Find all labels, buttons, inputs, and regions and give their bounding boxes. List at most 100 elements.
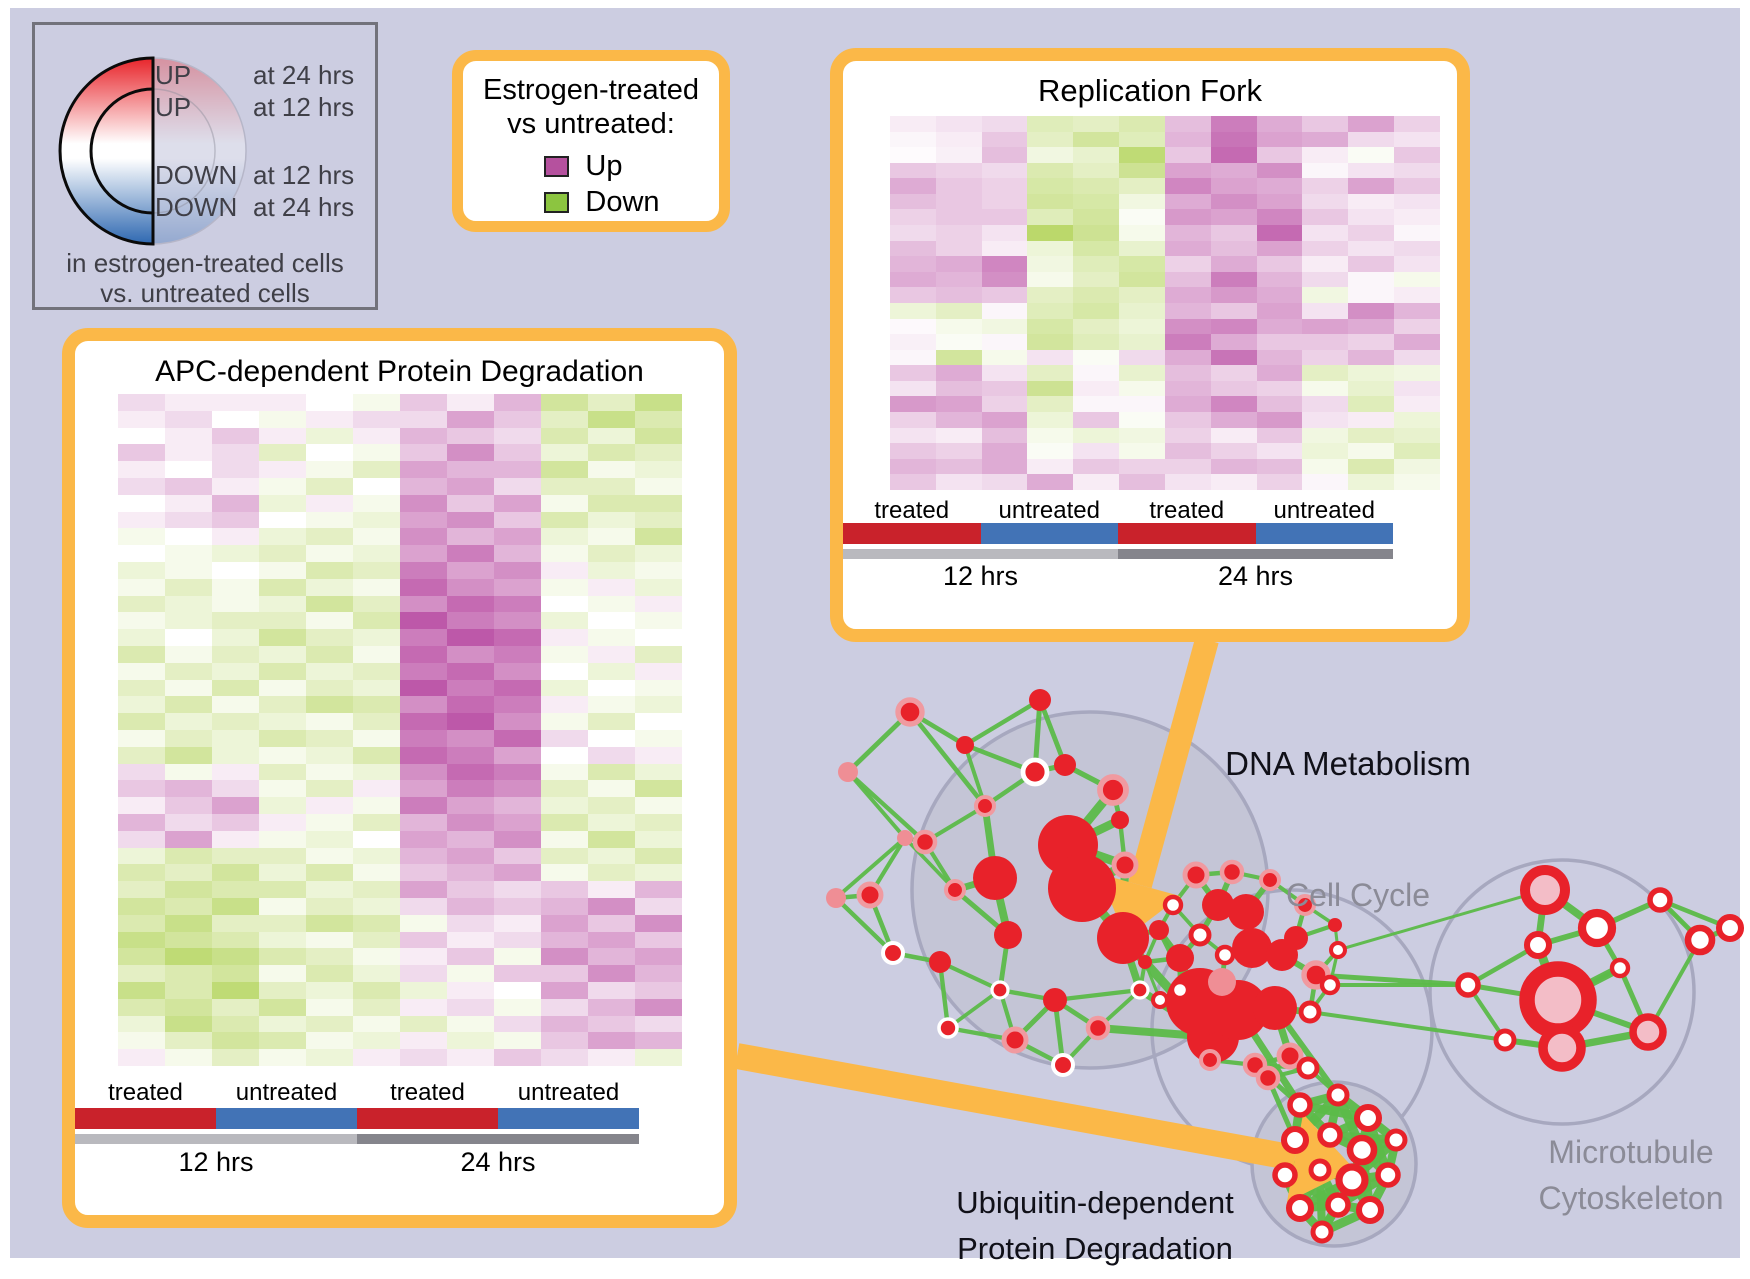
heatmap-cell (1348, 365, 1395, 381)
heatmap-cell (306, 914, 353, 932)
heatmap-cell (400, 797, 447, 814)
heatmap-cell (635, 729, 682, 747)
heatmap-cell (1394, 365, 1440, 381)
heatmap-cell (1027, 349, 1074, 366)
group-labels-row: treated untreated treated untreated (843, 497, 1393, 525)
heatmap-cell (353, 1049, 400, 1066)
heatmap-cell (981, 302, 1028, 319)
heatmap-cell (635, 746, 682, 764)
heatmap-cell (259, 427, 306, 445)
heatmap-cell (353, 830, 400, 848)
heatmap-cell (981, 443, 1028, 459)
heatmap-cell (1073, 240, 1120, 257)
heatmap-cell (1119, 271, 1165, 288)
heatmap-cell (1394, 412, 1440, 428)
heatmap-cell (353, 612, 400, 630)
legend-direction-label: UP (155, 60, 192, 90)
heatmap-cell (165, 561, 212, 579)
heatmap-cell (212, 595, 259, 613)
heatmap-cell (494, 864, 541, 882)
heatmap-cell (1164, 443, 1211, 459)
heatmap-cell (1164, 116, 1211, 132)
heatmap-cell (400, 981, 447, 999)
heatmap-cell (400, 427, 447, 445)
heatmap-cell (1164, 240, 1211, 257)
heatmap-cell (1027, 116, 1074, 132)
heatmap-cell (1256, 116, 1303, 132)
heatmap-cell (1302, 147, 1349, 163)
heatmap-cell (353, 965, 400, 982)
heatmap-cell (353, 561, 400, 579)
heatmap-cell (1027, 302, 1074, 319)
heatmap-cell (1164, 380, 1211, 397)
heatmap-cell (447, 981, 494, 999)
legend-footer-line2: vs. untreated cells (100, 278, 310, 308)
heatmap-cell (259, 914, 306, 932)
heatmap-cell (400, 662, 447, 680)
heatmap-cell (447, 578, 494, 596)
heatmap-cell (1027, 240, 1074, 257)
heatmap-cell (118, 545, 165, 562)
heatmap-cell (494, 494, 541, 512)
heatmap-cell (541, 511, 588, 529)
heatmap-cell (588, 662, 635, 680)
heatmap-cell (259, 830, 306, 848)
heatmap-cell (306, 797, 353, 814)
estrogen-legend-title-line1: Estrogen-treated (482, 74, 699, 106)
heatmap-cell (353, 629, 400, 646)
heatmap-cell (212, 864, 259, 882)
heatmap-cell (165, 729, 212, 747)
heatmap-cell (981, 178, 1028, 194)
heatmap-cell (1210, 240, 1257, 257)
heatmap-cell (981, 474, 1028, 490)
heatmap-cell (400, 645, 447, 663)
heatmap-cell (1256, 474, 1303, 490)
heatmap-cell (1119, 396, 1165, 413)
heatmap-cell (118, 477, 165, 495)
heatmap-cell (1302, 427, 1349, 444)
heatmap-cell (494, 847, 541, 865)
heatmap-cell (353, 914, 400, 932)
heatmap-cell (447, 394, 494, 411)
heatmap-cell (890, 334, 936, 350)
heatmap-cell (212, 746, 259, 764)
heatmap-cell (306, 511, 353, 529)
heatmap-cell (353, 813, 400, 831)
heatmap-cell (494, 1049, 541, 1066)
heatmap-cell (1073, 474, 1120, 490)
heatmap-cell (1027, 458, 1074, 475)
heatmap-cell (306, 662, 353, 680)
heatmap-cell (1210, 131, 1257, 148)
heatmap-cell (353, 528, 400, 546)
heatmap-cell (259, 1032, 306, 1050)
heatmap-cell (353, 595, 400, 613)
heatmap-cell (259, 881, 306, 898)
heatmap-cell (1256, 178, 1303, 194)
heatmap-cell (1164, 427, 1211, 444)
heatmap-cell (935, 380, 982, 397)
heatmap-cell (259, 662, 306, 680)
heatmap-cell (494, 461, 541, 478)
heatmap-cell (353, 511, 400, 529)
heatmap-cell (259, 696, 306, 714)
heatmap-cell (1348, 178, 1395, 194)
heatmap-cell (353, 645, 400, 663)
heatmap-cell (1164, 287, 1211, 303)
estrogen-legend-box: Estrogen-treated vs untreated: Up Down (452, 50, 730, 232)
heatmap-cell (1394, 302, 1440, 319)
heatmap-cell (118, 394, 165, 411)
heatmap-cell (1302, 334, 1349, 350)
heatmap-cell (118, 511, 165, 529)
heatmap-cell (118, 780, 165, 798)
heatmap-cell (541, 595, 588, 613)
heatmap-cell (400, 948, 447, 966)
heatmap-cell (353, 864, 400, 882)
heatmap-cell (118, 410, 165, 428)
heatmap-cell (494, 713, 541, 730)
heatmap-cell (212, 729, 259, 747)
heatmap-cell (588, 394, 635, 411)
heatmap-cell (1027, 474, 1074, 490)
heatmap-cell (306, 931, 353, 949)
heatmap-cell (400, 545, 447, 562)
heatmap-cell (541, 410, 588, 428)
